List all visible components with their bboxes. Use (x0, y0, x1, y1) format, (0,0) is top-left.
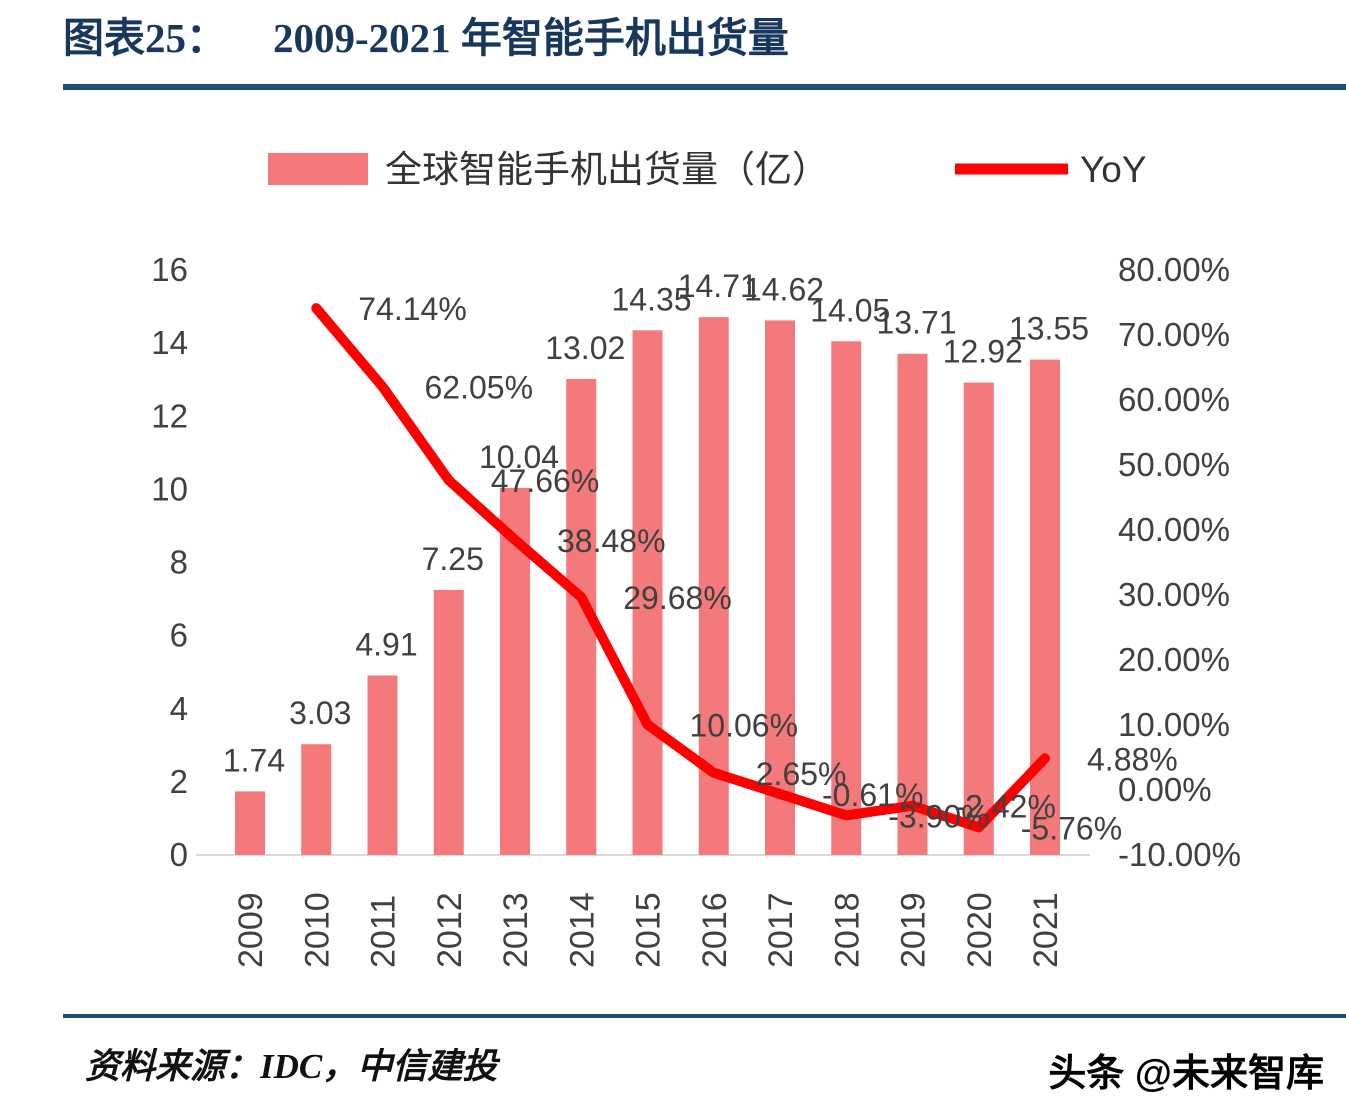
x-axis-year-label: 2016 (696, 892, 734, 968)
bar-value-label: 10.04 (479, 439, 559, 475)
bar-2009 (235, 791, 265, 855)
yoy-value-label: -0.61% (822, 777, 923, 813)
yoy-value-label: 62.05% (425, 370, 534, 406)
yoy-value-label: -3.90% (888, 798, 989, 834)
data-source-note: 资料来源：IDC，中信建投 (85, 1047, 498, 1086)
bar-value-label: 13.55 (1009, 311, 1089, 347)
x-axis-year-label: 2013 (497, 892, 535, 968)
yoy-line (311, 303, 1050, 833)
yoy-value-label: 10.06% (690, 708, 799, 744)
bar-value-label: 3.03 (289, 695, 351, 731)
yoy-value-label: 2.65% (756, 756, 847, 792)
yoy-value-label: 29.68% (623, 580, 732, 616)
yoy-value-label: -2.42% (955, 789, 1056, 825)
x-axis-year-label: 2010 (298, 892, 336, 968)
watermark-text: 头条 @未来智库 (1048, 1053, 1324, 1095)
bar-value-label: 12.92 (943, 334, 1023, 370)
right-axis-tick: 70.00% (1118, 316, 1230, 353)
bar-2018 (831, 341, 862, 855)
yoy-value-label: 74.14% (358, 291, 467, 327)
legend-bar-label: 全球智能手机出货量（亿） (385, 149, 829, 190)
bar-value-label: 13.02 (545, 330, 625, 366)
x-axis-year-label: 2021 (1027, 892, 1065, 968)
right-axis-tick: 60.00% (1118, 381, 1230, 418)
x-axis-year-label: 2017 (762, 892, 800, 968)
x-axis-year-label: 2020 (961, 892, 999, 968)
bar-2020 (963, 382, 994, 855)
right-axis-tick: 10.00% (1118, 706, 1230, 743)
left-axis-tick: 6 (170, 617, 188, 654)
x-axis-year-label: 2009 (232, 892, 270, 968)
bar-value-label: 14.05 (810, 292, 890, 328)
figure-title-line: 图表25： 2009-2021 年智能手机出货量 (63, 15, 1346, 61)
x-axis-year-label: 2014 (563, 892, 601, 968)
right-axis-tick: 0.00% (1118, 771, 1212, 808)
figure-title: 2009-2021 年智能手机出货量 (273, 15, 789, 61)
bar-value-label: 14.35 (611, 281, 691, 317)
figure-number-label: 图表25： (63, 15, 227, 61)
figure-header: 图表25： 2009-2021 年智能手机出货量 (63, 15, 1346, 61)
smartphone-shipments-chart: 全球智能手机出货量（亿） YoY 16 14 12 10 8 6 4 2 0 80.00% 70.00%… (151, 149, 1241, 968)
title-divider-rule (63, 84, 1346, 90)
legend-line-label: YoY (1080, 149, 1147, 190)
yoy-value-label: 38.48% (557, 523, 666, 559)
bar-value-label: 13.71 (876, 305, 956, 341)
x-axis-year-label: 2019 (895, 892, 933, 968)
yoy-value-label: 47.66% (491, 463, 600, 499)
bar-value-label: 1.74 (223, 742, 285, 778)
right-axis-tick: 80.00% (1118, 251, 1230, 288)
bar-value-label: 4.91 (355, 626, 417, 662)
bar-2012 (433, 589, 464, 855)
left-axis-tick: 14 (151, 324, 188, 361)
bar-value-label: 14.71 (678, 268, 758, 304)
bar-2010 (301, 744, 332, 855)
yoy-value-label: -5.76% (1021, 810, 1122, 846)
bar-2011 (367, 675, 398, 855)
bar-2019 (897, 353, 928, 855)
bar-2017 (765, 320, 795, 855)
right-axis-tick: 50.00% (1118, 446, 1230, 483)
bar-value-label: 14.62 (744, 271, 824, 307)
footer-divider-rule (63, 1014, 1346, 1018)
yoy-value-label: 4.88% (1087, 741, 1178, 777)
right-axis-tick: 20.00% (1118, 641, 1230, 678)
left-axis-tick: 12 (151, 397, 188, 434)
x-axis-year-label: 2011 (365, 895, 403, 968)
x-axis-year-label: 2015 (630, 892, 668, 968)
left-axis-tick: 16 (151, 251, 188, 288)
left-axis-tick: 0 (170, 836, 188, 873)
legend-bar-swatch (268, 153, 368, 185)
bar-2015 (632, 330, 663, 855)
x-axis-year-label: 2018 (828, 892, 866, 968)
bar-2021 (1030, 359, 1060, 855)
left-axis-tick: 2 (170, 763, 188, 800)
left-axis-tick: 8 (170, 544, 188, 581)
left-axis-tick: 4 (170, 690, 188, 727)
x-axis-year-label: 2012 (431, 892, 469, 968)
bar-value-label: 7.25 (422, 541, 484, 577)
right-axis-tick: 30.00% (1118, 576, 1230, 613)
left-axis-tick: 10 (151, 470, 188, 507)
right-axis-tick: -10.00% (1118, 836, 1241, 873)
right-axis-tick: 40.00% (1118, 511, 1230, 548)
